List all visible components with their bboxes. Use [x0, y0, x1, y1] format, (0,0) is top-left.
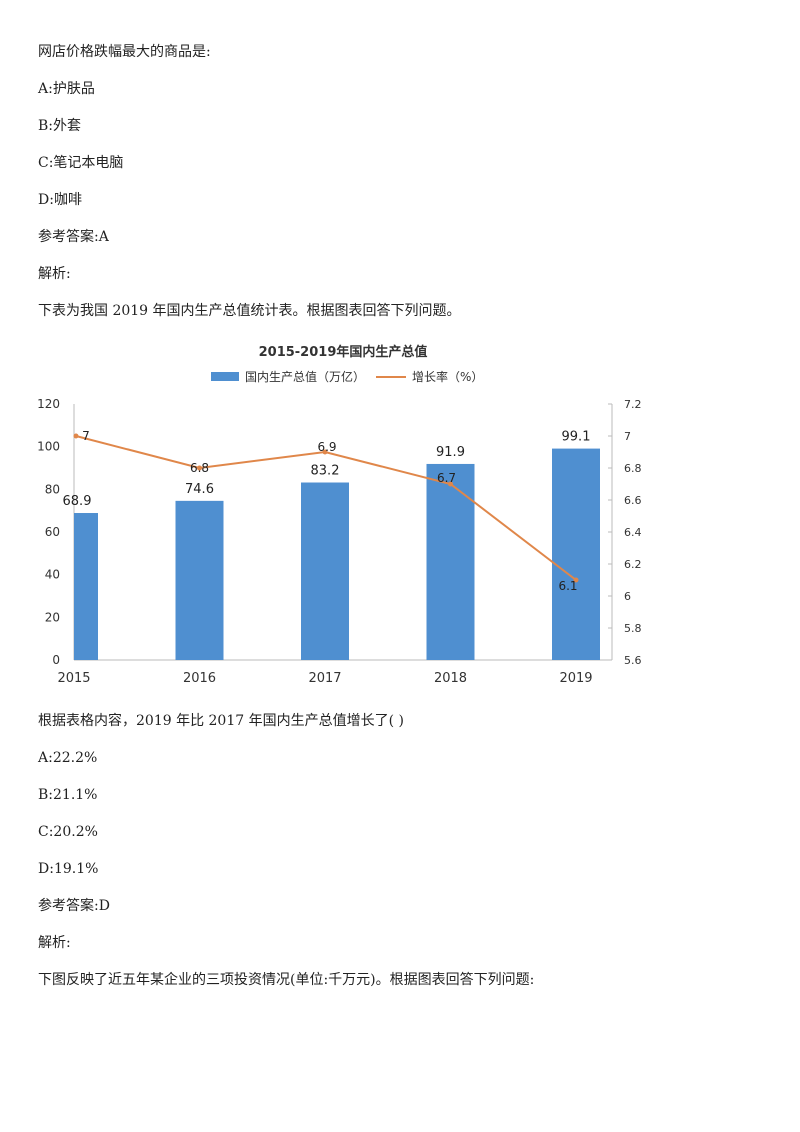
- q2-question: 根据表格内容，2019 年比 2017 年国内生产总值增长了( ): [38, 713, 404, 729]
- x-tick-label-2018: 2018: [434, 671, 467, 686]
- x-tick-label-2015: 2015: [57, 671, 90, 686]
- q2-option-c: C:20.2%: [38, 824, 98, 840]
- growth-point-2017: [322, 449, 328, 455]
- growth-point-2015: [73, 433, 79, 439]
- q2-option-b: B:21.1%: [38, 787, 98, 803]
- q1-option-d: D:咖啡: [38, 192, 82, 208]
- intro-2: 下表为我国 2019 年国内生产总值统计表。根据图表回答下列问题。: [38, 303, 461, 319]
- growth-label-2019: 6.1: [558, 579, 577, 593]
- y-left-tick-label: 100: [38, 440, 60, 454]
- bar-2017: [301, 482, 349, 660]
- x-tick-label-2019: 2019: [559, 671, 592, 686]
- growth-label-2017: 6.9: [317, 440, 336, 454]
- y-right-tick-label: 6.6: [624, 494, 642, 507]
- bar-label-2016: 74.6: [185, 482, 214, 497]
- q1-option-a: A:护肤品: [38, 81, 95, 97]
- y-right-tick-label: 6.4: [624, 526, 642, 539]
- x-tick-label-2017: 2017: [308, 671, 341, 686]
- q1-option-c: C:笔记本电脑: [38, 155, 124, 171]
- q2-answer: 参考答案:D: [38, 898, 110, 914]
- q2-analysis: 解析:: [38, 935, 71, 951]
- q2-option-d: D:19.1%: [38, 861, 99, 877]
- growth-point-2018: [448, 481, 453, 487]
- bar-label-2015: 68.9: [63, 494, 92, 509]
- growth-label-2018: 6.7: [437, 471, 456, 485]
- legend-line-label: 增长率（%）: [412, 369, 483, 384]
- bar-label-2019: 99.1: [562, 430, 591, 445]
- bar-2018: [426, 463, 475, 660]
- y-left-tick-label: 40: [45, 568, 60, 582]
- y-right-tick-label: 5.6: [624, 654, 642, 667]
- y-left-tick-label: 60: [45, 525, 60, 539]
- legend-bar-swatch: [211, 372, 239, 381]
- y-left-tick-label: 120: [38, 397, 60, 411]
- bar-label-2018: 91.9: [436, 445, 465, 460]
- y-right-tick-label: 7: [624, 430, 631, 443]
- growth-point-2016: [197, 465, 202, 471]
- y-right-tick-label: 5.8: [624, 622, 642, 635]
- q1-question: 网店价格跌幅最大的商品是:: [38, 44, 211, 60]
- bar-label-2017: 83.2: [311, 464, 340, 479]
- growth-label-2015: 7: [82, 429, 90, 443]
- y-right-tick-label: 7.2: [624, 398, 642, 411]
- growth-label-2016: 6.8: [190, 461, 209, 475]
- chart-title: 2015-2019年国内生产总值: [259, 344, 428, 360]
- intro-3: 下图反映了近五年某企业的三项投资情况(单位:千万元)。根据图表回答下列问题:: [38, 972, 535, 988]
- x-tick-label-2016: 2016: [183, 671, 216, 686]
- y-right-tick-label: 6.2: [624, 558, 642, 571]
- legend-bar-label: 国内生产总值（万亿）: [245, 369, 365, 384]
- q1-analysis: 解析:: [38, 266, 71, 282]
- bar-2015: [74, 513, 98, 660]
- y-left-tick-label: 0: [52, 653, 60, 667]
- q1-option-b: B:外套: [38, 118, 82, 134]
- y-left-tick-label: 80: [45, 482, 60, 496]
- q2-option-a: A:22.2%: [38, 750, 98, 766]
- q1-answer: 参考答案:A: [38, 229, 109, 245]
- y-right-tick-label: 6: [624, 590, 631, 603]
- gdp-chart: 2015-2019年国内生产总值国内生产总值（万亿） 增长率（%） 0 20 40 60 8…: [38, 334, 648, 690]
- bar-2016: [175, 500, 224, 660]
- y-right-tick-label: 6.8: [624, 462, 642, 475]
- bar-2019: [552, 448, 600, 660]
- growth-point-2019: [573, 577, 579, 583]
- y-left-tick-label: 20: [45, 610, 60, 624]
